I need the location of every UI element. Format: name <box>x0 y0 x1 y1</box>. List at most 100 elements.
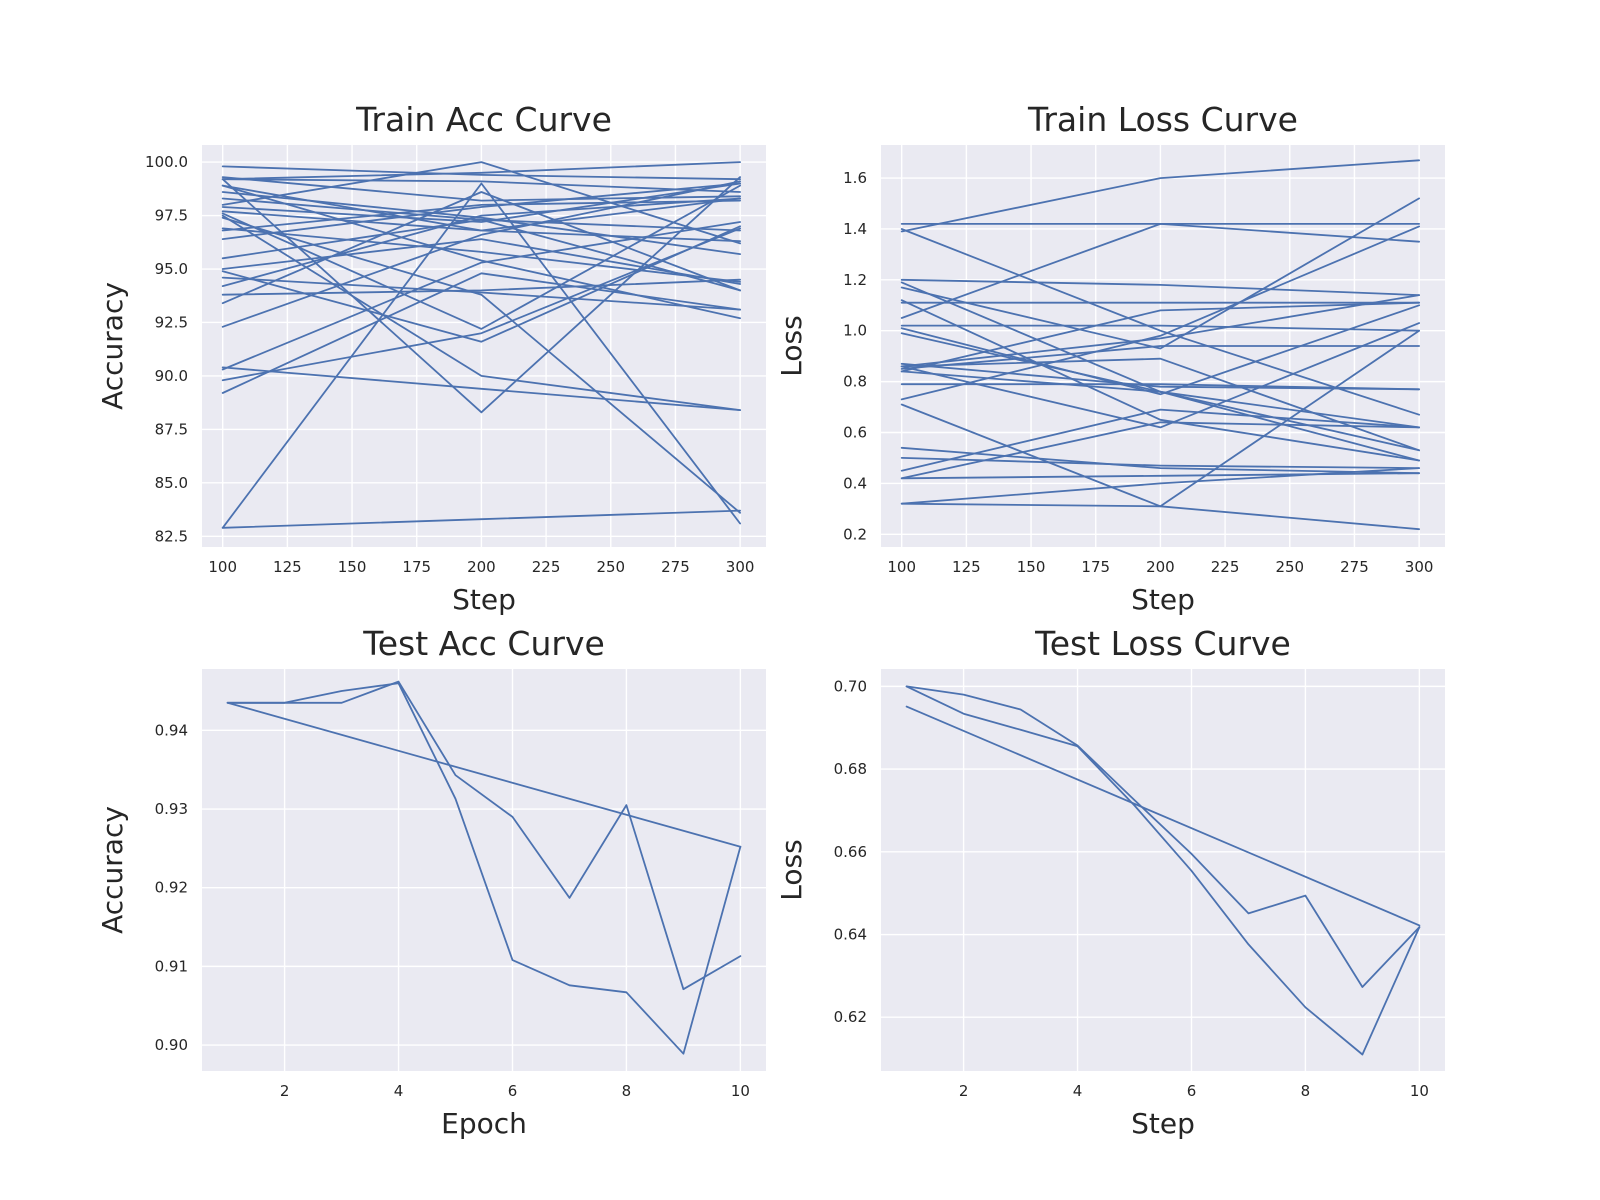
test-acc-curve-x-tick-label: 4 <box>394 1082 404 1100</box>
train-loss-curve-series-line-6 <box>900 197 1420 350</box>
test-acc-curve-series-line-1 <box>226 680 742 991</box>
test-loss-curve-x-tick-label: 4 <box>1073 1082 1083 1100</box>
test-acc-curve-x-axis-label: Epoch <box>441 1107 527 1140</box>
train-acc-curve-series-line-14 <box>221 278 741 296</box>
test-loss-curve-x-tick-label: 8 <box>1301 1082 1311 1100</box>
test-loss-curve-panel: 2 4 6 8 10 0.62 0.64 0.66 0.68 0.70 Test Loss Curv… <box>775 624 1445 1140</box>
train-loss-curve-y-tick-label: 0.2 <box>843 525 867 543</box>
train-acc-curve-series-line-1 <box>221 165 741 181</box>
train-acc-curve-series-line-22 <box>221 176 741 414</box>
train-acc-curve-x-tick-label: 125 <box>273 558 302 576</box>
train-acc-curve-series-line-2 <box>221 161 741 181</box>
train-loss-curve-series-line-27 <box>900 421 1420 480</box>
train-loss-curve-x-tick-label: 275 <box>1340 558 1369 576</box>
test-acc-curve-series-line-2 <box>226 682 742 1055</box>
train-acc-curve-series-line-29 <box>221 182 741 223</box>
train-acc-curve-series-line-15 <box>221 180 741 328</box>
train-loss-curve-series-line-16 <box>900 446 1420 475</box>
train-loss-curve-y-tick-label: 0.4 <box>843 474 867 492</box>
test-loss-curve-y-tick-label: 0.70 <box>834 677 867 695</box>
test-acc-curve-x-tick-label: 8 <box>622 1082 632 1100</box>
train-acc-curve-x-tick-label: 250 <box>596 558 625 576</box>
train-loss-curve-y-tick-label: 1.4 <box>843 220 867 238</box>
train-loss-curve-x-tick-label: 150 <box>1017 558 1046 576</box>
test-acc-curve-y-axis-label: Accuracy <box>96 806 129 934</box>
test-acc-curve-y-tick-label: 0.91 <box>155 957 188 975</box>
train-acc-curve-x-tick-label: 150 <box>338 558 367 576</box>
train-acc-curve-series-line-12 <box>221 238 741 285</box>
test-acc-curve-plot-area <box>202 669 766 1071</box>
train-acc-curve-x-axis-label: Step <box>452 583 516 616</box>
train-acc-curve-series-line-8 <box>221 216 741 514</box>
train-loss-curve-series-line-9 <box>900 324 1420 332</box>
train-acc-curve-x-tick-label: 300 <box>726 558 755 576</box>
train-acc-curve-title: Train Acc Curve <box>355 100 612 139</box>
train-acc-curve-series-line-32 <box>221 191 741 305</box>
train-acc-curve-series-line-11 <box>221 218 741 260</box>
train-loss-curve-panel: 100 125 150 175 200 225 250 275 300 0.2 0.4 0.6 0.8 1… <box>775 100 1445 616</box>
train-acc-curve-series-line-27 <box>221 199 741 232</box>
test-acc-curve-panel: 2 4 6 8 10 0.90 0.91 0.92 0.93 0.94 Test Acc Curve… <box>96 624 766 1140</box>
train-acc-curve-y-tick-label: 90.0 <box>155 367 188 385</box>
train-acc-curve-y-tick-label: 92.5 <box>155 313 188 331</box>
test-loss-curve-plot-area <box>881 669 1445 1071</box>
train-loss-curve-series-line-12 <box>900 294 1420 368</box>
train-loss-curve-y-axis-label: Loss <box>775 315 808 376</box>
train-loss-curve-y-tick-label: 0.8 <box>843 373 867 391</box>
train-loss-curve-series-line-21 <box>900 467 1420 505</box>
test-loss-curve-y-axis-label: Loss <box>775 839 808 900</box>
train-acc-curve-series-line-23 <box>221 161 741 245</box>
test-loss-curve-x-tick-label: 2 <box>959 1082 969 1100</box>
train-loss-curve-series-line-22 <box>900 345 1420 370</box>
test-loss-curve-series-line-2 <box>905 685 1421 1056</box>
train-loss-curve-x-tick-label: 250 <box>1275 558 1304 576</box>
train-acc-curve-y-tick-label: 85.0 <box>155 474 188 492</box>
test-acc-curve-series-line-3 <box>226 701 742 848</box>
train-loss-curve-series-line-29 <box>900 299 1420 462</box>
train-acc-curve-series-line-31 <box>221 184 741 320</box>
train-acc-curve-series-line-7 <box>221 197 741 232</box>
test-acc-curve-x-tick-label: 2 <box>280 1082 290 1100</box>
train-acc-curve-x-tick-label: 225 <box>532 558 561 576</box>
test-acc-curve-title: Test Acc Curve <box>362 624 605 663</box>
train-acc-curve-series-line-19 <box>221 272 741 394</box>
train-acc-curve-series-line-16 <box>221 221 741 371</box>
train-acc-curve-series-line-13 <box>221 276 741 311</box>
train-loss-curve-y-tick-label: 1.0 <box>843 322 867 340</box>
test-loss-curve-y-tick-label: 0.62 <box>834 1008 867 1026</box>
test-loss-curve-x-tick-label: 6 <box>1187 1082 1197 1100</box>
train-acc-curve-series-line-30 <box>221 197 741 288</box>
train-loss-curve-y-tick-label: 1.2 <box>843 271 867 289</box>
test-loss-curve-y-tick-label: 0.66 <box>834 843 867 861</box>
test-loss-curve-title: Test Loss Curve <box>1034 624 1291 663</box>
train-acc-curve-y-axis-label: Accuracy <box>96 282 129 410</box>
train-loss-curve-x-tick-label: 225 <box>1211 558 1240 576</box>
test-loss-curve-series-line-3 <box>905 705 1421 927</box>
train-acc-curve-series-line-9 <box>221 214 741 412</box>
train-loss-curve-title: Train Loss Curve <box>1027 100 1298 139</box>
train-loss-curve-x-tick-label: 100 <box>887 558 916 576</box>
train-acc-curve-series-line-26 <box>221 178 741 193</box>
train-acc-curve-y-tick-label: 87.5 <box>155 420 188 438</box>
test-loss-curve-series-line-1 <box>905 685 1421 988</box>
test-acc-curve-y-tick-label: 0.93 <box>155 800 188 818</box>
test-acc-curve-x-tick-label: 6 <box>508 1082 518 1100</box>
train-acc-curve-y-tick-label: 100.0 <box>145 153 188 171</box>
train-loss-curve-x-axis-label: Step <box>1131 583 1195 616</box>
train-acc-curve-x-tick-label: 275 <box>661 558 690 576</box>
train-acc-curve-series-line-5 <box>221 191 741 256</box>
train-loss-curve-series-line-15 <box>900 225 1420 401</box>
train-acc-curve-series-line-28 <box>221 227 741 283</box>
test-acc-curve-x-tick-label: 10 <box>731 1082 750 1100</box>
train-acc-curve-series-line-21 <box>221 182 741 529</box>
train-loss-curve-x-tick-label: 300 <box>1405 558 1434 576</box>
train-loss-curve-series-line-4 <box>900 278 1420 297</box>
train-acc-curve-x-tick-label: 175 <box>402 558 431 576</box>
train-acc-curve-x-tick-label: 200 <box>467 558 496 576</box>
train-loss-curve-series-line-25 <box>900 304 1420 396</box>
test-loss-curve-y-tick-label: 0.68 <box>834 760 867 778</box>
train-loss-curve-series-line-8 <box>900 222 1420 319</box>
train-loss-curve-series-line-14 <box>900 383 1420 391</box>
test-acc-curve-y-tick-label: 0.94 <box>155 721 188 739</box>
